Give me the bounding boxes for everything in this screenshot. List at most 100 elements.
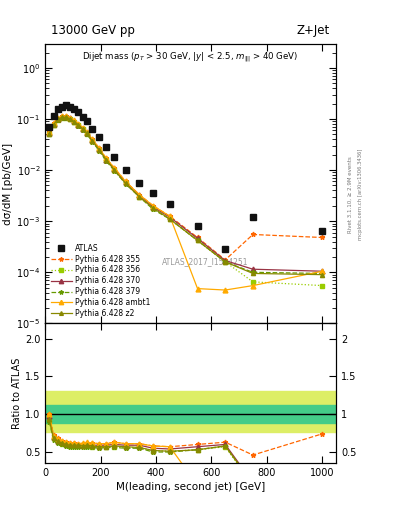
Pythia 6.428 ambt1 xyxy=(59,113,64,119)
Pythia 6.428 355 xyxy=(90,136,95,142)
Pythia 6.428 355 xyxy=(64,114,68,120)
Pythia 6.428 370 xyxy=(195,236,200,242)
Pythia 6.428 ambt1 xyxy=(84,129,89,135)
Pythia 6.428 ambt1 xyxy=(137,191,142,198)
Pythia 6.428 356 xyxy=(112,167,117,173)
Pythia 6.428 355 xyxy=(80,125,85,131)
Pythia 6.428 370 xyxy=(97,146,101,152)
Line: Pythia 6.428 379: Pythia 6.428 379 xyxy=(47,116,325,276)
Pythia 6.428 z2 xyxy=(64,114,68,120)
Pythia 6.428 379 xyxy=(51,122,56,128)
Line: Pythia 6.428 355: Pythia 6.428 355 xyxy=(47,114,325,262)
ATLAS xyxy=(47,124,52,130)
Pythia 6.428 370 xyxy=(112,166,117,172)
Pythia 6.428 z2 xyxy=(123,180,128,186)
Pythia 6.428 z2 xyxy=(51,121,56,127)
Pythia 6.428 355 xyxy=(112,165,117,171)
Pythia 6.428 370 xyxy=(320,268,325,274)
Pythia 6.428 ambt1 xyxy=(320,268,325,274)
Line: Pythia 6.428 ambt1: Pythia 6.428 ambt1 xyxy=(47,114,325,292)
Text: mcplots.cern.ch [arXiv:1306.3436]: mcplots.cern.ch [arXiv:1306.3436] xyxy=(358,149,363,240)
Pythia 6.428 370 xyxy=(223,258,228,264)
Pythia 6.428 370 xyxy=(84,130,89,136)
ATLAS xyxy=(223,246,228,252)
Pythia 6.428 355 xyxy=(167,213,172,219)
ATLAS xyxy=(97,134,101,140)
ATLAS xyxy=(84,118,89,124)
Pythia 6.428 z2 xyxy=(84,130,89,136)
Pythia 6.428 356 xyxy=(251,279,255,285)
Pythia 6.428 z2 xyxy=(151,205,156,211)
Pythia 6.428 z2 xyxy=(47,131,52,137)
ATLAS xyxy=(76,109,81,115)
Pythia 6.428 ambt1 xyxy=(151,203,156,209)
Pythia 6.428 356 xyxy=(223,259,228,265)
Pythia 6.428 355 xyxy=(151,203,156,209)
Pythia 6.428 ambt1 xyxy=(64,113,68,119)
Pythia 6.428 370 xyxy=(51,121,56,127)
Pythia 6.428 355 xyxy=(55,116,60,122)
Pythia 6.428 355 xyxy=(137,191,142,198)
Pythia 6.428 370 xyxy=(59,114,64,120)
Pythia 6.428 370 xyxy=(90,137,95,143)
Pythia 6.428 356 xyxy=(97,147,101,153)
Pythia 6.428 356 xyxy=(51,121,56,127)
Pythia 6.428 356 xyxy=(90,138,95,144)
Pythia 6.428 z2 xyxy=(97,147,101,153)
Pythia 6.428 355 xyxy=(223,257,228,263)
Pythia 6.428 355 xyxy=(51,120,56,126)
Pythia 6.428 ambt1 xyxy=(68,115,72,121)
ATLAS xyxy=(112,154,117,160)
Pythia 6.428 356 xyxy=(72,119,77,125)
X-axis label: M(leading, second jet) [GeV]: M(leading, second jet) [GeV] xyxy=(116,482,265,493)
ATLAS xyxy=(64,102,68,109)
Pythia 6.428 ambt1 xyxy=(90,136,95,142)
Pythia 6.428 ambt1 xyxy=(251,283,255,289)
Pythia 6.428 356 xyxy=(195,238,200,244)
Pythia 6.428 ambt1 xyxy=(76,121,81,127)
ATLAS xyxy=(151,190,156,197)
Pythia 6.428 356 xyxy=(80,126,85,132)
Pythia 6.428 379 xyxy=(251,269,255,275)
Pythia 6.428 z2 xyxy=(137,194,142,200)
Pythia 6.428 379 xyxy=(123,181,128,187)
Pythia 6.428 ambt1 xyxy=(195,286,200,292)
Pythia 6.428 379 xyxy=(112,167,117,174)
Pythia 6.428 356 xyxy=(47,131,52,137)
Pythia 6.428 356 xyxy=(76,122,81,128)
Pythia 6.428 ambt1 xyxy=(112,165,117,171)
Pythia 6.428 379 xyxy=(76,122,81,129)
ATLAS xyxy=(90,125,95,132)
Pythia 6.428 370 xyxy=(251,266,255,272)
Pythia 6.428 356 xyxy=(84,131,89,137)
Pythia 6.428 z2 xyxy=(320,271,325,278)
Pythia 6.428 356 xyxy=(167,216,172,222)
Pythia 6.428 z2 xyxy=(80,126,85,132)
Line: Pythia 6.428 370: Pythia 6.428 370 xyxy=(47,115,325,273)
Pythia 6.428 356 xyxy=(64,114,68,120)
Pythia 6.428 379 xyxy=(223,259,228,265)
Pythia 6.428 z2 xyxy=(90,138,95,144)
Pythia 6.428 379 xyxy=(90,139,95,145)
Pythia 6.428 355 xyxy=(104,155,108,161)
Pythia 6.428 356 xyxy=(55,117,60,123)
Pythia 6.428 355 xyxy=(84,129,89,135)
Line: Pythia 6.428 z2: Pythia 6.428 z2 xyxy=(47,115,324,276)
Pythia 6.428 379 xyxy=(59,115,64,121)
Pythia 6.428 ambt1 xyxy=(97,145,101,151)
Pythia 6.428 370 xyxy=(123,179,128,185)
Pythia 6.428 z2 xyxy=(251,270,255,276)
Pythia 6.428 370 xyxy=(151,204,156,210)
Pythia 6.428 370 xyxy=(167,214,172,220)
Pythia 6.428 z2 xyxy=(112,167,117,173)
Pythia 6.428 379 xyxy=(137,194,142,200)
ATLAS xyxy=(251,214,255,220)
Text: Z+Jet: Z+Jet xyxy=(297,24,330,36)
Pythia 6.428 356 xyxy=(137,194,142,200)
Pythia 6.428 355 xyxy=(47,129,52,135)
Pythia 6.428 355 xyxy=(123,178,128,184)
Text: 13000 GeV pp: 13000 GeV pp xyxy=(51,24,135,36)
Pythia 6.428 379 xyxy=(320,270,325,276)
Pythia 6.428 ambt1 xyxy=(55,115,60,121)
Pythia 6.428 356 xyxy=(59,114,64,120)
